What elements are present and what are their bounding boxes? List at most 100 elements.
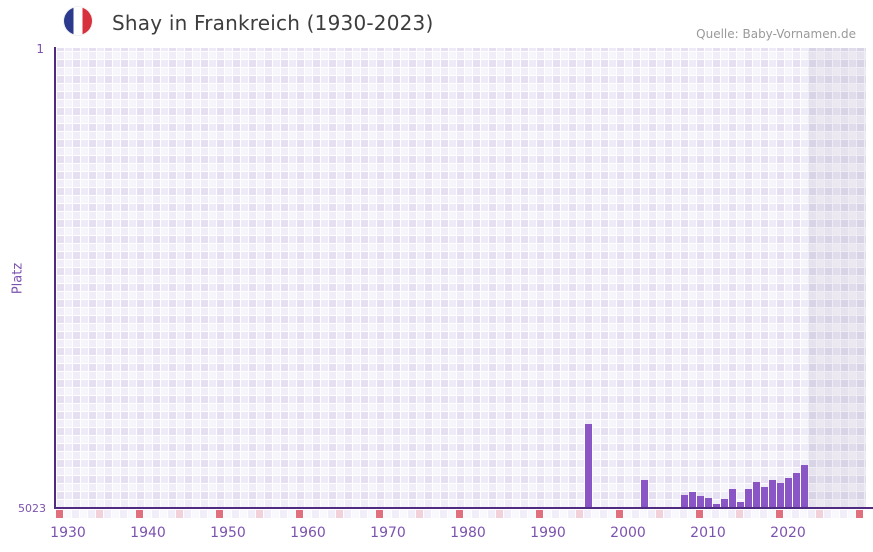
year-square-1957 (272, 510, 279, 518)
year-square-2025 (816, 510, 823, 518)
year-square-2009 (688, 510, 695, 518)
year-square-2005 (656, 510, 663, 518)
year-square-1935 (96, 510, 103, 518)
year-square-1959 (288, 510, 295, 518)
x-axis-labels: 1930 1940 1950 1960 1970 1980 1990 2000 2010 2020 (50, 525, 868, 545)
bar-2022[interactable] (793, 473, 800, 508)
year-square-1983 (480, 510, 487, 518)
year-square-1989 (528, 510, 535, 518)
x-tick-2020: 2020 (770, 525, 806, 541)
year-square-2006 (664, 510, 671, 518)
bar-2023[interactable] (801, 465, 808, 508)
year-square-2001 (624, 510, 631, 518)
x-axis-line (54, 507, 873, 509)
plot-area-future-zone (808, 48, 866, 508)
year-square-2014 (728, 510, 735, 518)
year-square-1930 (56, 510, 63, 518)
year-square-2021 (784, 510, 791, 518)
year-square-1961 (304, 510, 311, 518)
y-axis-top-tick: 1 (36, 42, 44, 56)
year-tick-strip (56, 510, 868, 518)
year-square-1969 (368, 510, 375, 518)
year-square-1964 (328, 510, 335, 518)
year-square-1986 (504, 510, 511, 518)
year-square-1968 (360, 510, 367, 518)
x-tick-2010: 2010 (690, 525, 726, 541)
bar-1996[interactable] (585, 424, 592, 508)
year-square-1974 (408, 510, 415, 518)
year-square-1998 (600, 510, 607, 518)
year-square-1970 (376, 510, 383, 518)
year-square-1982 (472, 510, 479, 518)
year-square-2016 (744, 510, 751, 518)
year-square-1967 (352, 510, 359, 518)
bar-2003[interactable] (641, 480, 648, 508)
x-tick-1930: 1930 (50, 525, 86, 541)
year-square-1933 (80, 510, 87, 518)
year-square-2011 (704, 510, 711, 518)
year-square-2017 (752, 510, 759, 518)
year-square-1988 (520, 510, 527, 518)
year-square-1939 (128, 510, 135, 518)
year-square-2027 (832, 510, 839, 518)
year-square-1937 (112, 510, 119, 518)
year-square-1975 (416, 510, 423, 518)
bar-2018[interactable] (761, 487, 768, 508)
year-square-2020 (776, 510, 783, 518)
year-square-1945 (176, 510, 183, 518)
year-square-1941 (144, 510, 151, 518)
y-axis-title: Platz (10, 262, 26, 295)
year-square-1994 (568, 510, 575, 518)
bar-2019[interactable] (769, 480, 776, 508)
bar-2010[interactable] (697, 496, 704, 508)
year-square-1962 (312, 510, 319, 518)
bar-2021[interactable] (785, 478, 792, 508)
bars-layer (56, 48, 866, 508)
year-square-1980 (456, 510, 463, 518)
year-square-2013 (720, 510, 727, 518)
y-axis-bottom-tick: 5023 (18, 502, 46, 515)
year-square-1997 (592, 510, 599, 518)
year-square-1972 (392, 510, 399, 518)
year-square-1946 (184, 510, 191, 518)
year-square-1973 (400, 510, 407, 518)
year-square-1934 (88, 510, 95, 518)
year-square-1991 (544, 510, 551, 518)
y-axis-line (54, 47, 56, 509)
bar-2009[interactable] (689, 492, 696, 508)
chart-title: Shay in Frankreich (1930-2023) (112, 11, 434, 35)
year-square-1944 (168, 510, 175, 518)
year-square-2023 (800, 510, 807, 518)
bar-2014[interactable] (729, 489, 736, 508)
bar-2011[interactable] (705, 498, 712, 508)
year-square-1958 (280, 510, 287, 518)
bar-2013[interactable] (721, 499, 728, 508)
year-square-1993 (560, 510, 567, 518)
year-square-1954 (248, 510, 255, 518)
year-square-1985 (496, 510, 503, 518)
year-square-1977 (432, 510, 439, 518)
year-square-1984 (488, 510, 495, 518)
bar-2017[interactable] (753, 482, 760, 508)
year-square-2003 (640, 510, 647, 518)
bar-2016[interactable] (745, 489, 752, 508)
year-square-1940 (136, 510, 143, 518)
year-square-2008 (680, 510, 687, 518)
x-tick-1950: 1950 (210, 525, 246, 541)
x-tick-1970: 1970 (370, 525, 406, 541)
bar-2012[interactable] (713, 504, 720, 508)
year-square-2015 (736, 510, 743, 518)
year-square-1987 (512, 510, 519, 518)
year-square-1948 (200, 510, 207, 518)
year-square-1965 (336, 510, 343, 518)
year-square-1952 (232, 510, 239, 518)
bar-2015[interactable] (737, 502, 744, 508)
year-square-2028 (840, 510, 847, 518)
year-square-2010 (696, 510, 703, 518)
year-square-2022 (792, 510, 799, 518)
year-square-2019 (768, 510, 775, 518)
bar-2020[interactable] (777, 483, 784, 508)
bar-2008[interactable] (681, 495, 688, 508)
year-square-2012 (712, 510, 719, 518)
year-square-2024 (808, 510, 815, 518)
